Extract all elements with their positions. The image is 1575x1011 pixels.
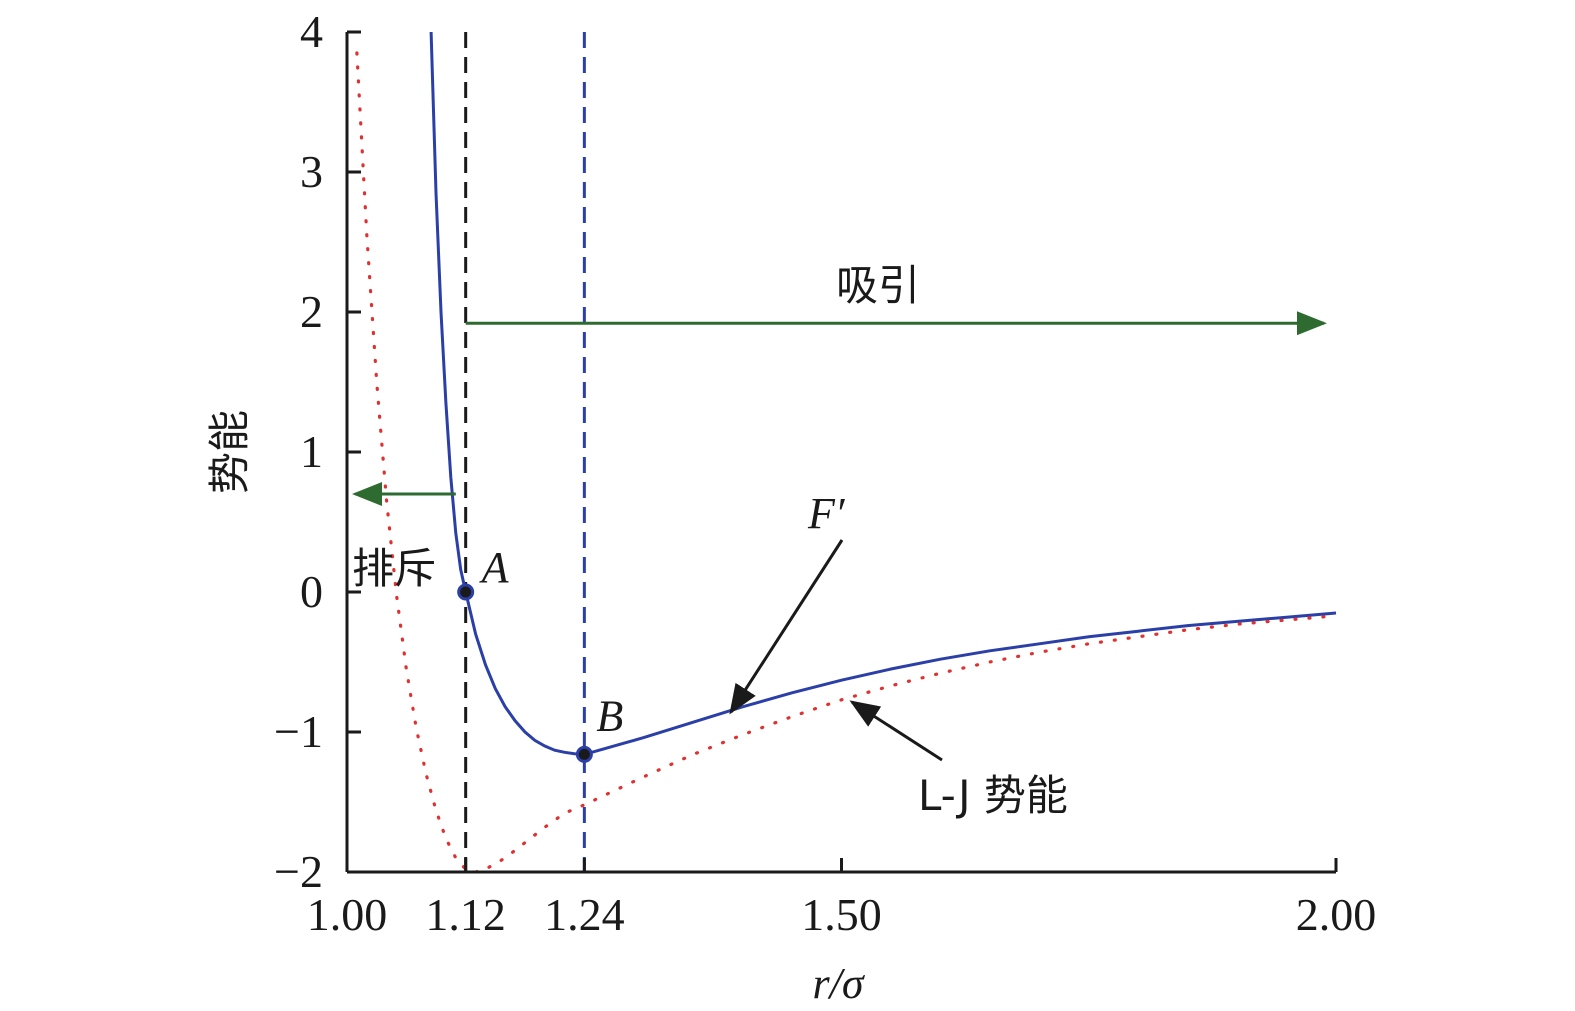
ticks-layer: 1.00 1.12 1.24 1.50 2.00 −2 −1 0 1 2 3 4 xyxy=(274,6,1376,940)
series-line-f-prime xyxy=(429,31,1337,756)
y-tick-label: −1 xyxy=(274,706,323,757)
y-tick-label: 1 xyxy=(300,426,323,477)
y-tick-label: 2 xyxy=(300,286,323,337)
f-prime-pointer-arrow xyxy=(729,539,844,715)
f-prime-label: F′ xyxy=(807,489,846,538)
y-tick-label: 4 xyxy=(300,6,323,57)
x-tick-label: 1.24 xyxy=(544,889,625,940)
x-axis-label: r/σ xyxy=(812,959,865,1008)
repulsion-label: 排斥 xyxy=(352,544,436,593)
attraction-label: 吸引 xyxy=(836,261,920,310)
point-a-label: A xyxy=(479,543,510,592)
y-tick-label: −2 xyxy=(274,846,323,897)
lj-pointer-arrow xyxy=(849,700,943,762)
y-tick-label: 0 xyxy=(300,566,323,617)
y-tick-label: 3 xyxy=(300,146,323,197)
series-layer xyxy=(355,31,1338,874)
x-tick-label: 1.00 xyxy=(307,889,388,940)
lj-potential-label: L-J 势能 xyxy=(918,771,1068,820)
y-axis-label: 势能 xyxy=(205,410,254,494)
x-tick-label: 2.00 xyxy=(1296,889,1377,940)
point-b-marker xyxy=(575,745,593,763)
series-line-lj-potential xyxy=(355,51,1338,874)
x-tick-label: 1.50 xyxy=(801,889,882,940)
x-tick-label: 1.12 xyxy=(425,889,506,940)
point-a-marker xyxy=(457,583,475,601)
point-b-label: B xyxy=(596,691,623,740)
